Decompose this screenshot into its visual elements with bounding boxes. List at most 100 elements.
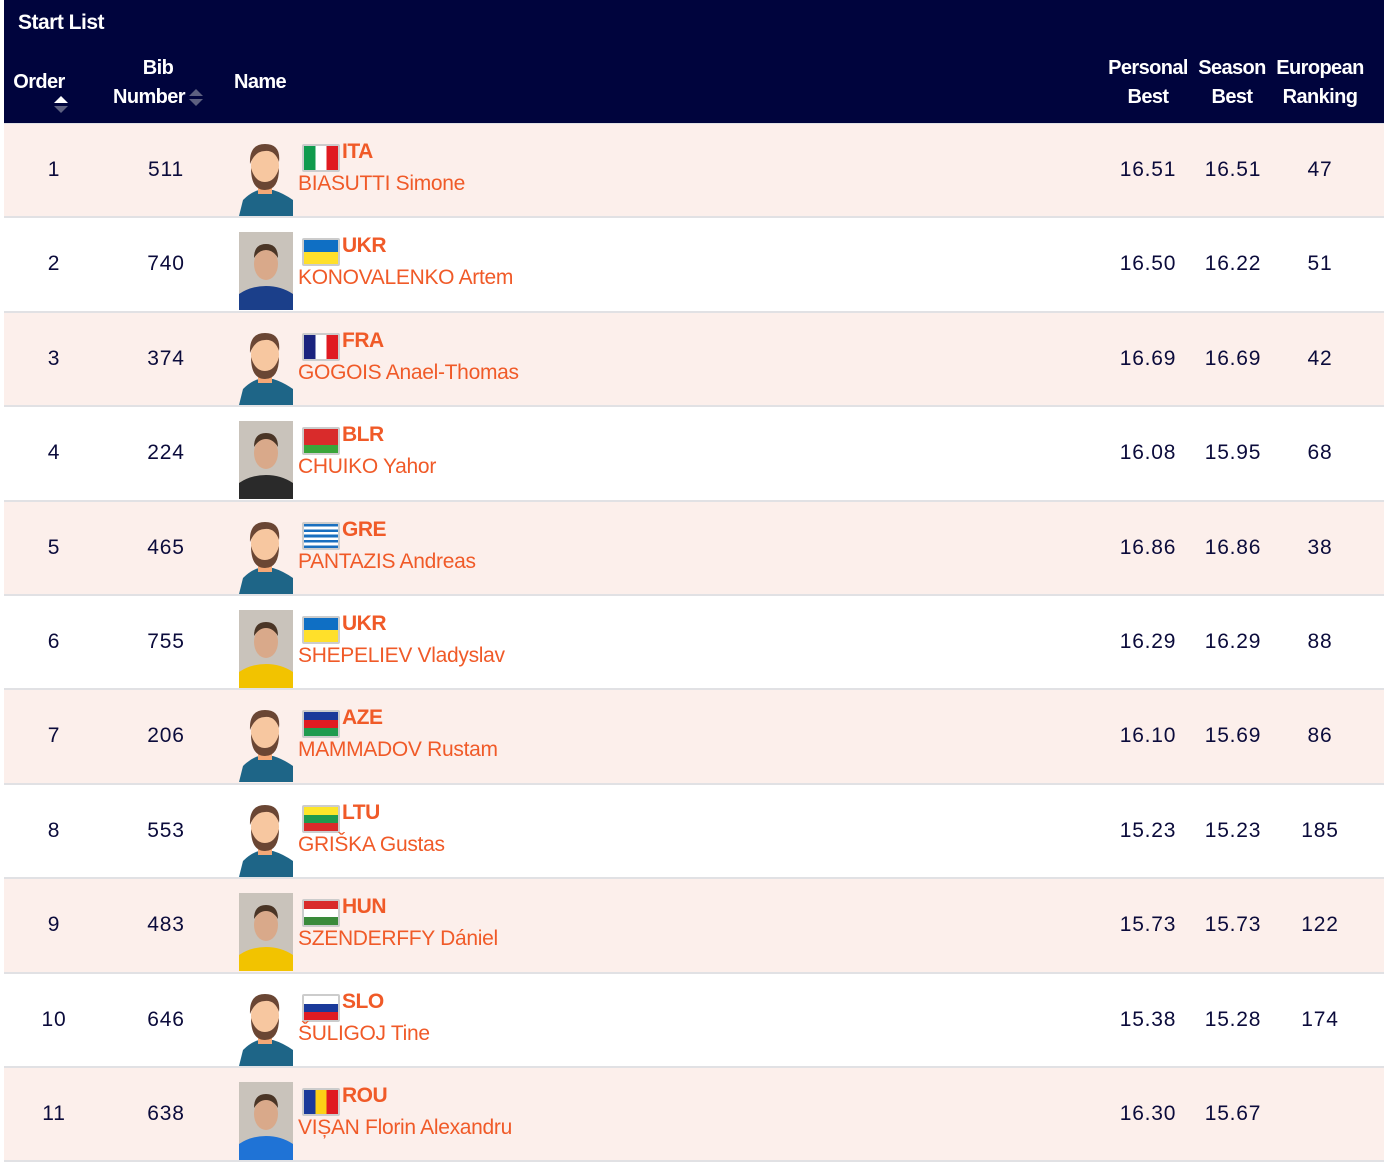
season-best-cell: 15.69 [1204, 724, 1262, 748]
season-best-cell: 16.69 [1204, 346, 1262, 370]
athlete-avatar [239, 138, 293, 216]
athlete-name-link[interactable]: SZENDERFFY Dániel [298, 927, 498, 951]
table-row[interactable]: 3 374 FRA GOGOIS Anael-Thomas 16.69 16.6… [4, 312, 1384, 408]
table-row[interactable]: 7 206 AZE MAMMADOV Rustam 16.10 15.69 86 [4, 690, 1384, 785]
column-order-label: Order [13, 71, 65, 93]
table-row[interactable]: 11 638 ROU VIȘAN Florin Alexandru 16.30 … [4, 1067, 1384, 1162]
personal-best-cell: 16.10 [1119, 724, 1177, 748]
athlete-name-link[interactable]: SHEPELIEV Vladyslav [298, 643, 505, 667]
flag-icon [302, 238, 340, 267]
athlete-name-link[interactable]: BIASUTTI Simone [298, 172, 466, 195]
athlete-avatar [239, 988, 293, 1066]
sort-icon[interactable] [54, 95, 68, 115]
bib-cell: 740 [147, 252, 185, 276]
personal-best-cell: 16.50 [1119, 252, 1177, 276]
personal-best-cell: 16.69 [1119, 346, 1177, 370]
table-row[interactable]: 10 646 SLO ŠULIGOJ Tine 15.38 15.28 174 [4, 974, 1384, 1068]
column-pb-label-2: Best [1127, 86, 1170, 108]
bib-cell: 206 [147, 724, 185, 748]
country-code: AZE [342, 706, 383, 730]
table-row[interactable]: 2 740 UKR KONOVALENKO Artem 16.50 16.22 … [4, 218, 1384, 313]
athlete-name-link[interactable]: GOGOIS Anael-Thomas [298, 360, 519, 384]
athlete-name-link[interactable]: CHUIKO Yahor [298, 455, 437, 479]
athlete-name-link[interactable]: VIȘAN Florin Alexandru [298, 1115, 513, 1139]
flag-icon [302, 710, 340, 739]
personal-best-cell: 15.73 [1119, 913, 1177, 937]
athlete-avatar [239, 516, 293, 594]
flag-icon [302, 899, 340, 928]
country-code: ITA [342, 140, 373, 163]
european-ranking-cell: 38 [1307, 535, 1333, 559]
season-best-cell: 15.95 [1204, 441, 1262, 465]
bib-cell: 465 [147, 535, 185, 559]
athlete-avatar [239, 704, 293, 783]
order-cell: 4 [47, 441, 61, 465]
athlete-avatar [239, 232, 293, 311]
season-best-cell: 15.73 [1204, 913, 1262, 937]
season-best-cell: 15.67 [1204, 1101, 1262, 1125]
athlete-avatar [239, 327, 293, 405]
table-title: Start List [18, 11, 105, 34]
bib-cell: 755 [147, 629, 185, 653]
season-best-cell: 15.28 [1204, 1007, 1262, 1031]
season-best-cell: 15.23 [1204, 818, 1262, 842]
column-personal-best: Personal Best [1104, 54, 1192, 112]
table-row[interactable]: 6 755 UKR SHEPELIEV Vladyslav 16.29 16.2… [4, 596, 1384, 691]
order-cell: 6 [47, 629, 61, 653]
personal-best-cell: 15.23 [1119, 818, 1177, 842]
country-code: BLR [342, 423, 384, 447]
column-bib-label-2: Number [113, 86, 186, 108]
athlete-name-link[interactable]: MAMMADOV Rustam [298, 738, 498, 762]
personal-best-cell: 16.08 [1119, 441, 1177, 465]
order-cell: 11 [42, 1101, 66, 1125]
bib-cell: 638 [147, 1101, 185, 1125]
country-code: FRA [342, 328, 384, 352]
sort-icon[interactable] [188, 88, 203, 108]
athlete-avatar [239, 1081, 293, 1160]
column-er-label-1: European [1276, 57, 1364, 79]
column-bib-label-1: Bib [142, 57, 174, 79]
order-cell: 1 [47, 158, 61, 181]
european-ranking-cell: 185 [1301, 818, 1339, 842]
european-ranking-cell: 42 [1307, 346, 1333, 370]
country-code: GRE [342, 517, 387, 541]
athlete-name-link[interactable]: PANTAZIS Andreas [298, 549, 476, 573]
country-code: SLO [342, 989, 384, 1013]
european-ranking-cell: 68 [1307, 441, 1333, 465]
table-body: 1 511 ITA BIASUTTI Simone 16.51 16.51 47… [4, 123, 1384, 1162]
bib-cell: 483 [147, 913, 185, 937]
column-bib-number[interactable]: Bib Number [108, 54, 208, 112]
column-european-ranking: European Ranking [1272, 54, 1368, 112]
column-er-label-2: Ranking [1282, 86, 1358, 108]
personal-best-cell: 16.51 [1119, 158, 1177, 181]
season-best-cell: 16.51 [1204, 158, 1262, 181]
athlete-avatar [239, 799, 293, 877]
athlete-name-link[interactable]: GRIŠKA Gustas [298, 832, 445, 856]
table-row[interactable]: 4 224 BLR CHUIKO Yahor 16.08 15.95 68 [4, 407, 1384, 502]
athlete-name-link[interactable]: ŠULIGOJ Tine [298, 1021, 430, 1045]
country-code: UKR [342, 611, 387, 635]
table-row[interactable]: 5 465 GRE PANTAZIS Andreas 16.86 16.86 3… [4, 501, 1384, 596]
column-order[interactable]: Order [10, 68, 68, 126]
table-row[interactable]: 1 511 ITA BIASUTTI Simone 16.51 16.51 47 [4, 124, 1384, 219]
table-row[interactable]: 9 483 HUN SZENDERFFY Dániel 15.73 15.73 … [4, 879, 1384, 974]
column-sb-label-1: Season [1198, 57, 1266, 79]
flag-icon [302, 993, 340, 1022]
column-name: Name [234, 71, 287, 93]
country-code: UKR [342, 234, 387, 258]
flag-icon [302, 521, 340, 550]
order-cell: 3 [47, 346, 61, 370]
order-cell: 10 [41, 1007, 67, 1031]
country-code: LTU [342, 800, 380, 824]
bib-cell: 553 [147, 818, 185, 842]
personal-best-cell: 16.86 [1119, 535, 1177, 559]
flag-icon [302, 804, 340, 833]
bib-cell: 224 [147, 441, 185, 465]
european-ranking-cell: 88 [1307, 629, 1333, 653]
athlete-name-link[interactable]: KONOVALENKO Artem [298, 266, 514, 290]
personal-best-cell: 16.29 [1119, 629, 1177, 653]
table-row[interactable]: 8 553 LTU GRIŠKA Gustas 15.23 15.23 185 [4, 785, 1384, 880]
season-best-cell: 16.29 [1204, 629, 1262, 653]
bib-cell: 511 [148, 158, 184, 181]
european-ranking-cell: 86 [1307, 724, 1333, 748]
